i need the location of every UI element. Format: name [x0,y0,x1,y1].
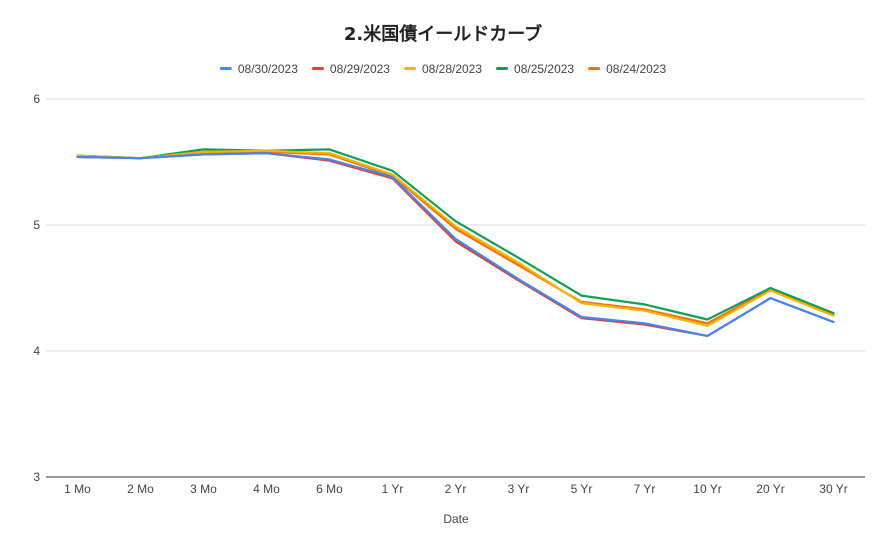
x-tick-label: 6 Mo [316,482,343,496]
legend-swatch [403,67,416,70]
x-tick-label: 3 Yr [508,482,530,496]
y-tick-label: 4 [33,344,40,358]
series-line-3 [76,148,835,321]
y-tick-label: 6 [33,92,40,106]
legend-swatch [219,67,232,70]
legend-item: 08/24/2023 [588,62,666,76]
chart-title: 2.米国債イールドカーブ [344,23,542,45]
legend-item: 08/30/2023 [219,62,298,76]
y-axis-ticks: 3 4 5 6 [33,92,40,484]
legend-label: 08/25/2023 [514,62,574,76]
legend-swatch [496,67,509,70]
series-lines [76,148,835,337]
legend-label: 08/24/2023 [606,62,666,76]
legend-item: 08/25/2023 [496,62,574,76]
legend-label: 08/28/2023 [422,62,482,76]
x-tick-label: 3 Mo [190,482,217,496]
x-tick-label: 20 Yr [756,482,784,496]
x-tick-label: 1 Yr [382,482,404,496]
legend-item: 08/29/2023 [311,62,390,76]
legend: 08/30/2023 08/29/2023 08/28/2023 08/25/2023… [219,62,666,76]
y-tick-label: 5 [33,218,40,232]
x-axis-ticks: 1 Mo 2 Mo 3 Mo 4 Mo 6 Mo 1 Yr 2 Yr 3 Yr 5 Yr 7 Yr… [64,482,848,496]
x-axis-label: Date [443,512,469,526]
x-tick-label: 7 Yr [634,482,656,496]
x-tick-label: 1 Mo [64,482,91,496]
series-line-0 [76,152,835,337]
y-tick-label: 3 [33,470,40,484]
x-tick-label: 2 Yr [445,482,467,496]
x-tick-label: 5 Yr [571,482,593,496]
x-tick-label: 4 Mo [253,482,280,496]
legend-swatch [588,67,601,70]
x-tick-label: 30 Yr [819,482,847,496]
legend-swatch [311,67,324,70]
legend-label: 08/29/2023 [330,62,390,76]
series-line-1 [76,152,835,337]
x-tick-label: 10 Yr [693,482,721,496]
series-line-2 [76,149,835,327]
x-tick-label: 2 Mo [127,482,154,496]
legend-label: 08/30/2023 [238,62,298,76]
legend-item: 08/28/2023 [403,62,482,76]
